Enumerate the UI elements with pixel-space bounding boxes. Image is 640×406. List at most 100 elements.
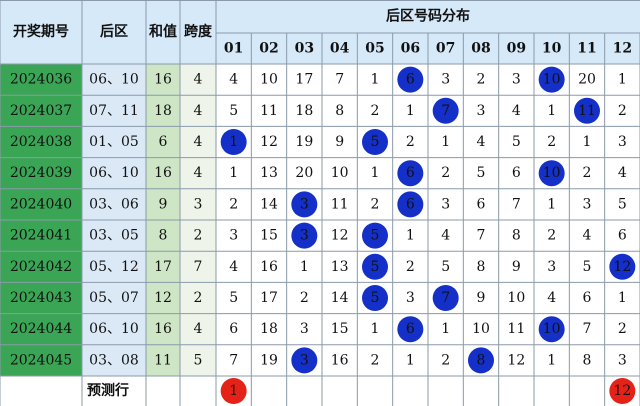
hit-number: 11 [578, 103, 596, 119]
sum: 17 [154, 259, 172, 275]
miss-count: 16 [331, 352, 349, 368]
hit-number: 5 [371, 259, 380, 275]
miss-count: 1 [406, 228, 415, 244]
miss-count: 11 [331, 196, 349, 212]
miss-count: 13 [260, 165, 278, 181]
hit-ball [291, 191, 318, 218]
span: 2 [194, 290, 203, 306]
hit-number: 3 [300, 196, 309, 212]
hit-ball [432, 285, 459, 311]
miss-count: 6 [229, 321, 238, 337]
span-bg [180, 64, 216, 96]
miss-count: 1 [547, 103, 556, 119]
hit-number: 3 [300, 352, 309, 368]
hit-ball [397, 160, 424, 187]
span: 3 [194, 196, 203, 212]
miss-count: 8 [512, 228, 521, 244]
hit-ball [538, 66, 565, 93]
sum-bg [146, 126, 180, 158]
miss-count: 1 [547, 352, 556, 368]
column-header: 后区 [100, 23, 128, 40]
issue: 2024038 [10, 134, 72, 150]
miss-count: 5 [229, 290, 238, 306]
sum-bg [146, 220, 180, 252]
miss-count: 5 [441, 259, 450, 275]
column-header: 和值 [149, 23, 177, 40]
column-header: 开奖期号 [13, 23, 69, 40]
sum: 8 [159, 228, 168, 244]
miss-count: 4 [547, 290, 556, 306]
miss-count: 5 [583, 259, 592, 275]
hit-ball [538, 316, 565, 343]
miss-count: 3 [441, 72, 450, 88]
back-bg [82, 220, 146, 252]
span-bg [180, 95, 216, 127]
hit-ball [538, 160, 565, 187]
miss-count: 7 [477, 228, 486, 244]
miss-count: 12 [260, 134, 278, 150]
miss-count: 1 [547, 196, 556, 212]
miss-count: 3 [618, 352, 627, 368]
span-bg [180, 157, 216, 189]
back-numbers: 05、12 [89, 259, 139, 275]
miss-count: 3 [583, 196, 592, 212]
miss-count: 14 [260, 196, 278, 212]
back-bg [82, 157, 146, 189]
miss-count: 4 [512, 103, 521, 119]
miss-count: 12 [507, 352, 525, 368]
span-bg [180, 344, 216, 376]
hit-ball [468, 347, 494, 374]
sum-bg [146, 64, 180, 96]
miss-count: 18 [295, 103, 313, 119]
miss-count: 11 [507, 321, 525, 337]
hit-number: 6 [406, 72, 415, 88]
column-header: 跨度 [184, 23, 213, 40]
hit-ball [397, 66, 424, 93]
sum: 11 [154, 352, 172, 368]
number-header: 06 [401, 41, 420, 57]
miss-count: 3 [406, 290, 415, 306]
miss-count: 9 [477, 290, 486, 306]
miss-count: 1 [618, 72, 627, 88]
hit-ball [220, 129, 247, 155]
miss-count: 1 [441, 321, 450, 337]
miss-count: 1 [618, 290, 627, 306]
sum-bg [146, 251, 180, 283]
hit-ball [362, 285, 388, 311]
miss-count: 7 [335, 72, 344, 88]
issue: 2024039 [10, 165, 72, 181]
miss-count: 19 [260, 352, 278, 368]
issue-bg [0, 95, 82, 127]
span: 4 [194, 103, 203, 119]
number-header: 10 [542, 41, 562, 57]
miss-count: 15 [331, 321, 349, 337]
miss-count: 3 [618, 134, 627, 150]
miss-count: 2 [583, 165, 592, 181]
span-bg [180, 282, 216, 314]
miss-count: 5 [618, 196, 627, 212]
sum: 12 [154, 290, 172, 306]
hit-ball [397, 316, 424, 343]
miss-count: 3 [512, 72, 521, 88]
miss-count: 2 [371, 352, 380, 368]
span-bg [180, 188, 216, 220]
miss-count: 17 [260, 290, 278, 306]
back-bg [82, 188, 146, 220]
sum-bg [146, 313, 180, 345]
miss-count: 8 [335, 103, 344, 119]
miss-count: 1 [300, 259, 309, 275]
miss-count: 2 [371, 103, 380, 119]
miss-count: 6 [477, 196, 486, 212]
miss-count: 6 [583, 290, 592, 306]
miss-count: 11 [260, 103, 278, 119]
span: 2 [194, 228, 203, 244]
group-header: 后区号码分布 [386, 8, 470, 25]
miss-count: 2 [229, 196, 238, 212]
miss-count: 9 [512, 259, 521, 275]
back-numbers: 03、05 [89, 228, 139, 244]
span-bg [180, 126, 216, 158]
miss-count: 5 [229, 103, 238, 119]
miss-count: 5 [477, 165, 486, 181]
miss-count: 9 [335, 134, 344, 150]
number-header: 03 [295, 41, 314, 57]
